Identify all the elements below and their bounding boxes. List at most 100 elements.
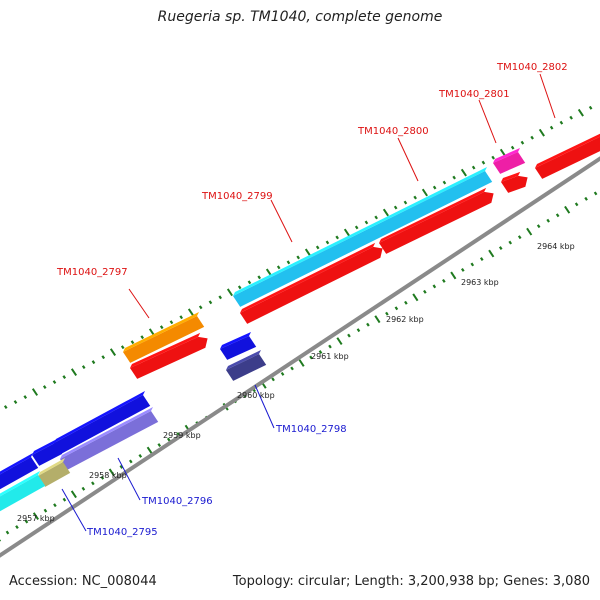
- tick-mark: [364, 220, 369, 225]
- tick-mark: [271, 377, 275, 382]
- tick-mark: [62, 375, 67, 380]
- tick-mark: [569, 115, 573, 120]
- feature-tm1040-2797[interactable]: [130, 332, 208, 379]
- tick-mark: [166, 437, 171, 442]
- gene-label-tm1040-2801[interactable]: TM1040_2801: [438, 89, 510, 100]
- tick-mark: [101, 355, 106, 360]
- tick-mark: [13, 400, 18, 404]
- tick-mark: [309, 355, 313, 360]
- feature-blue-left-bevel: [0, 453, 33, 475]
- tick-mark: [318, 350, 323, 354]
- feature-tm1040-2798[interactable]: [226, 350, 267, 381]
- tick-mark: [70, 368, 78, 376]
- feature-tm1040-2796-body[interactable]: [60, 411, 159, 470]
- feature-tm1040-2802-body[interactable]: [535, 132, 600, 179]
- leader-tm1040-2800: [397, 137, 419, 182]
- feature-tm1040-2800-body[interactable]: [379, 191, 494, 254]
- tick-mark: [286, 260, 291, 265]
- feature-tm1040-2795-body[interactable]: [0, 475, 46, 513]
- tick-mark: [421, 188, 428, 197]
- tick-mark: [526, 227, 533, 236]
- feature-tm1040-2797-body[interactable]: [130, 336, 208, 379]
- scale-label-2959: 2959 kbp: [163, 431, 201, 440]
- feature-blue-small[interactable]: [32, 439, 63, 466]
- tick-mark: [559, 120, 564, 125]
- gene-label-tm1040-2799[interactable]: TM1040_2799: [201, 191, 273, 202]
- feature-cyan-long-bevel: [233, 167, 487, 296]
- feature-tm1040-2798-bevel: [226, 350, 261, 370]
- tick-mark: [432, 284, 437, 289]
- tick-mark: [198, 305, 203, 310]
- feature-blue-small-body[interactable]: [32, 443, 63, 466]
- feature-blue-mid-body[interactable]: [54, 395, 151, 454]
- feature-orange-body[interactable]: [123, 316, 205, 363]
- scale-label-2964: 2964 kbp: [537, 242, 575, 251]
- gene-label-tm1040-2800[interactable]: TM1040_2800: [357, 126, 429, 137]
- tick-mark: [460, 168, 467, 177]
- tick-mark: [237, 285, 242, 290]
- tick-mark: [593, 191, 598, 196]
- feature-cyan-long-body[interactable]: [233, 171, 493, 307]
- tick-mark: [403, 200, 408, 205]
- tick-mark: [432, 185, 437, 190]
- tick-mark: [394, 306, 399, 311]
- tick-mark: [100, 475, 105, 480]
- tick-mark: [81, 486, 86, 491]
- gene-label-tm1040-2796[interactable]: TM1040_2796: [141, 496, 213, 507]
- tick-mark: [296, 255, 300, 260]
- feature-magenta-bevel: [493, 148, 520, 163]
- gene-label-tm1040-2798[interactable]: TM1040_2798: [275, 424, 347, 435]
- feature-blue-mid[interactable]: [54, 391, 151, 454]
- tick-mark: [130, 340, 135, 345]
- tick-mark: [108, 468, 115, 477]
- feature-olive-body[interactable]: [38, 462, 71, 487]
- feature-tm1040-2800[interactable]: [379, 187, 494, 254]
- tick-mark: [335, 235, 339, 240]
- feature-tm1040-2799[interactable]: [240, 242, 383, 324]
- tick-mark: [119, 464, 124, 469]
- tick-mark: [452, 175, 456, 180]
- leader-tm1040-2799: [270, 199, 293, 243]
- tick-mark: [538, 128, 545, 137]
- feature-blue-left[interactable]: [0, 453, 39, 491]
- scale-label-2962: 2962 kbp: [386, 315, 424, 324]
- gene-label-tm1040-2802[interactable]: TM1040_2802: [496, 62, 568, 73]
- feature-tm1040-2796[interactable]: [60, 407, 159, 470]
- tick-mark: [488, 249, 495, 258]
- feature-cyan-long[interactable]: [233, 167, 493, 307]
- tick-mark: [208, 300, 213, 305]
- feature-tm1040-2799-body[interactable]: [240, 246, 383, 324]
- tick-mark: [280, 371, 285, 376]
- tick-mark: [31, 388, 39, 396]
- tick-mark: [412, 293, 419, 302]
- feature-tm1040-2801[interactable]: [501, 171, 528, 193]
- feature-blue-left-body[interactable]: [0, 457, 39, 491]
- gene-label-tm1040-2797[interactable]: TM1040_2797: [56, 267, 128, 278]
- feature-tm1040-2801-body[interactable]: [501, 175, 528, 193]
- feature-tm1040-2795[interactable]: [0, 471, 46, 513]
- leader-tm1040-2795: [61, 488, 87, 532]
- tick-mark: [23, 395, 28, 399]
- scale-label-2957: 2957 kbp: [17, 514, 55, 523]
- tick-mark: [315, 245, 320, 250]
- tick-mark: [52, 380, 57, 385]
- feature-orange[interactable]: [123, 312, 205, 363]
- tick-mark: [536, 224, 541, 229]
- genome-backbone: [0, 156, 600, 558]
- leader-tm1040-2802: [539, 73, 556, 119]
- gene-label-tm1040-2795[interactable]: TM1040_2795: [86, 527, 158, 538]
- feature-magenta[interactable]: [493, 148, 526, 174]
- feature-tm1040-2798-a-body[interactable]: [220, 336, 257, 360]
- tick-mark: [517, 235, 522, 240]
- tick-mark: [159, 325, 164, 330]
- tick-mark: [325, 240, 330, 245]
- feature-tm1040-2802[interactable]: [535, 128, 600, 179]
- feature-magenta-body[interactable]: [493, 152, 526, 174]
- label-leader-lines: [61, 73, 556, 532]
- tick-mark: [574, 202, 579, 207]
- feature-tm1040-2798-a[interactable]: [220, 332, 257, 360]
- feature-tm1040-2798-body[interactable]: [226, 354, 267, 381]
- feature-olive[interactable]: [38, 458, 71, 487]
- tick-mark: [5, 530, 10, 535]
